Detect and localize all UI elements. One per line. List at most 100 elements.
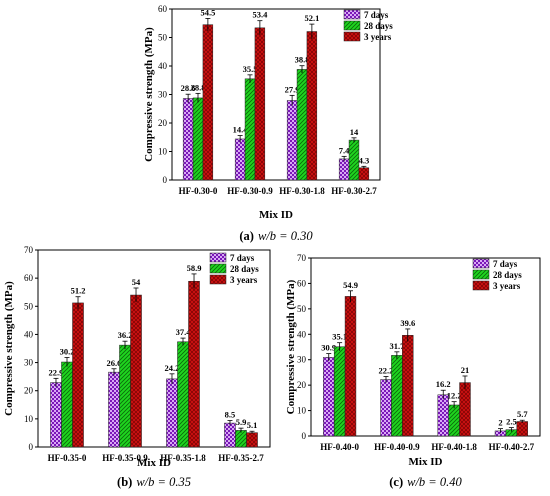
legend-swatch (343, 31, 361, 42)
data-label: 5.1 (247, 420, 258, 430)
data-label: 53.4 (252, 10, 268, 20)
bar-7-days (380, 379, 392, 437)
data-label: 5.7 (517, 409, 528, 419)
charts-layer: 010203040506028.628.854.5HF-0.30-014.435… (3, 4, 541, 489)
bar-3-years (188, 280, 200, 448)
y-tick-label: 30 (24, 358, 34, 368)
legend-label: 3 years (364, 32, 392, 42)
y-axis-label: Compressive strength (MPa) (3, 281, 15, 416)
data-label: 28.8 (191, 82, 206, 92)
bar-3-years (459, 382, 471, 437)
bar-3-years (246, 432, 258, 448)
bar-7-days (323, 357, 335, 437)
bar-3-years (516, 421, 528, 437)
x-tick-label: HF-0.30-1.8 (279, 186, 325, 196)
x-tick-label: HF-0.30-0 (179, 186, 218, 196)
legend-swatch (209, 263, 227, 274)
x-tick-label: HF-0.40-0.9 (374, 442, 420, 452)
y-tick-label: 0 (302, 431, 307, 441)
bar-28-days (296, 69, 308, 181)
legend-swatch (472, 269, 490, 280)
data-label: 30.9 (321, 343, 336, 353)
bar-7-days (437, 394, 449, 437)
bar-28-days (235, 430, 247, 448)
data-label: 24.2 (165, 363, 180, 373)
bar-7-days (224, 422, 236, 448)
data-label: 26.6 (107, 358, 122, 368)
legend-label: 7 days (364, 10, 389, 20)
bar-7-days (338, 158, 350, 181)
bar-7-days (50, 382, 62, 448)
legend-label: 28 days (493, 270, 522, 280)
legend-label: 28 days (364, 21, 393, 31)
y-tick-label: 60 (158, 4, 168, 14)
y-tick-label: 70 (297, 253, 307, 263)
y-tick-label: 50 (297, 304, 307, 314)
bar-7-days (108, 371, 120, 448)
x-tick-label: HF-0.40-1.8 (431, 442, 477, 452)
legend-label: 3 years (230, 275, 258, 285)
legend-swatch (209, 252, 227, 263)
legend-label: 7 days (493, 259, 518, 269)
legend-swatch (343, 20, 361, 31)
bar-7-days (286, 100, 298, 181)
data-label: 12.2 (447, 391, 462, 401)
chart-a: 0 10 20 30 40 50 60 28.628.8 54.5 HF-0.30-0 14.4 35… (143, 4, 393, 243)
x-tick-label: HF-0.30-2.7 (331, 186, 377, 196)
y-tick-label: 30 (297, 355, 307, 365)
legend-swatch (209, 274, 227, 285)
data-label: 7.4 (339, 145, 350, 155)
y-tick-label: 20 (24, 386, 34, 396)
y-tick-label: 30 (158, 90, 168, 100)
data-label: 58.9 (187, 263, 202, 273)
caption-text: w/b = 0.35 (136, 475, 191, 489)
bar-28-days (244, 78, 256, 181)
legend-label: 7 days (230, 253, 255, 263)
plot-frame (310, 257, 541, 437)
data-label: 16.2 (436, 379, 451, 389)
y-axis-label: Compressive strength (MPa) (285, 279, 297, 414)
y-tick-label: 40 (24, 329, 34, 339)
data-label: 35.5 (243, 64, 258, 74)
data-label: 2 (498, 418, 502, 428)
y-tick-label: 60 (24, 273, 34, 283)
chart-caption: (c) w/b = 0.40 (389, 475, 462, 489)
plot-frame (37, 249, 271, 448)
bar-3-years (402, 335, 414, 437)
data-label: 39.6 (400, 318, 415, 328)
bar-28-days (61, 361, 73, 448)
bar-28-days (192, 97, 204, 181)
legend-swatch (472, 258, 490, 269)
chart-caption: (a) w/b = 0.30 (239, 229, 313, 243)
y-axis-label: Compressive strength (MPa) (143, 27, 155, 162)
x-tick-label: HF-0.35-2.7 (218, 453, 264, 463)
data-label: 35.1 (332, 332, 347, 342)
y-tick-label: 70 (24, 245, 34, 255)
y-tick-label: 40 (297, 329, 307, 339)
y-tick-label: 10 (158, 147, 168, 157)
data-label: 22.9 (49, 367, 64, 377)
bar-3-years (202, 24, 214, 181)
bar-3-years (358, 167, 370, 181)
legend-label: 28 days (230, 264, 259, 274)
bar-3-years (306, 31, 318, 181)
bar-3-years (344, 296, 357, 437)
legend-label: 3 years (493, 281, 521, 291)
chart-c: 0 10 20 30 40 50 60 70 30.935.1 54.9 HF-0.40-0 22.2… (285, 253, 541, 489)
y-tick-label: 0 (29, 442, 34, 452)
x-tick-label: HF-0.35-0 (48, 453, 87, 463)
data-label: 52.1 (304, 13, 319, 23)
bar-28-days (333, 346, 346, 437)
bar-28-days (448, 404, 460, 437)
data-label: 14.4 (233, 125, 249, 135)
legend-swatch (343, 9, 361, 20)
x-tick-label: HF-0.40-0 (320, 442, 359, 452)
y-tick-label: 10 (24, 414, 34, 424)
caption-label: (a) (239, 229, 254, 243)
y-tick-label: 20 (158, 118, 168, 128)
chart-caption: (b) w/b = 0.35 (117, 475, 191, 489)
